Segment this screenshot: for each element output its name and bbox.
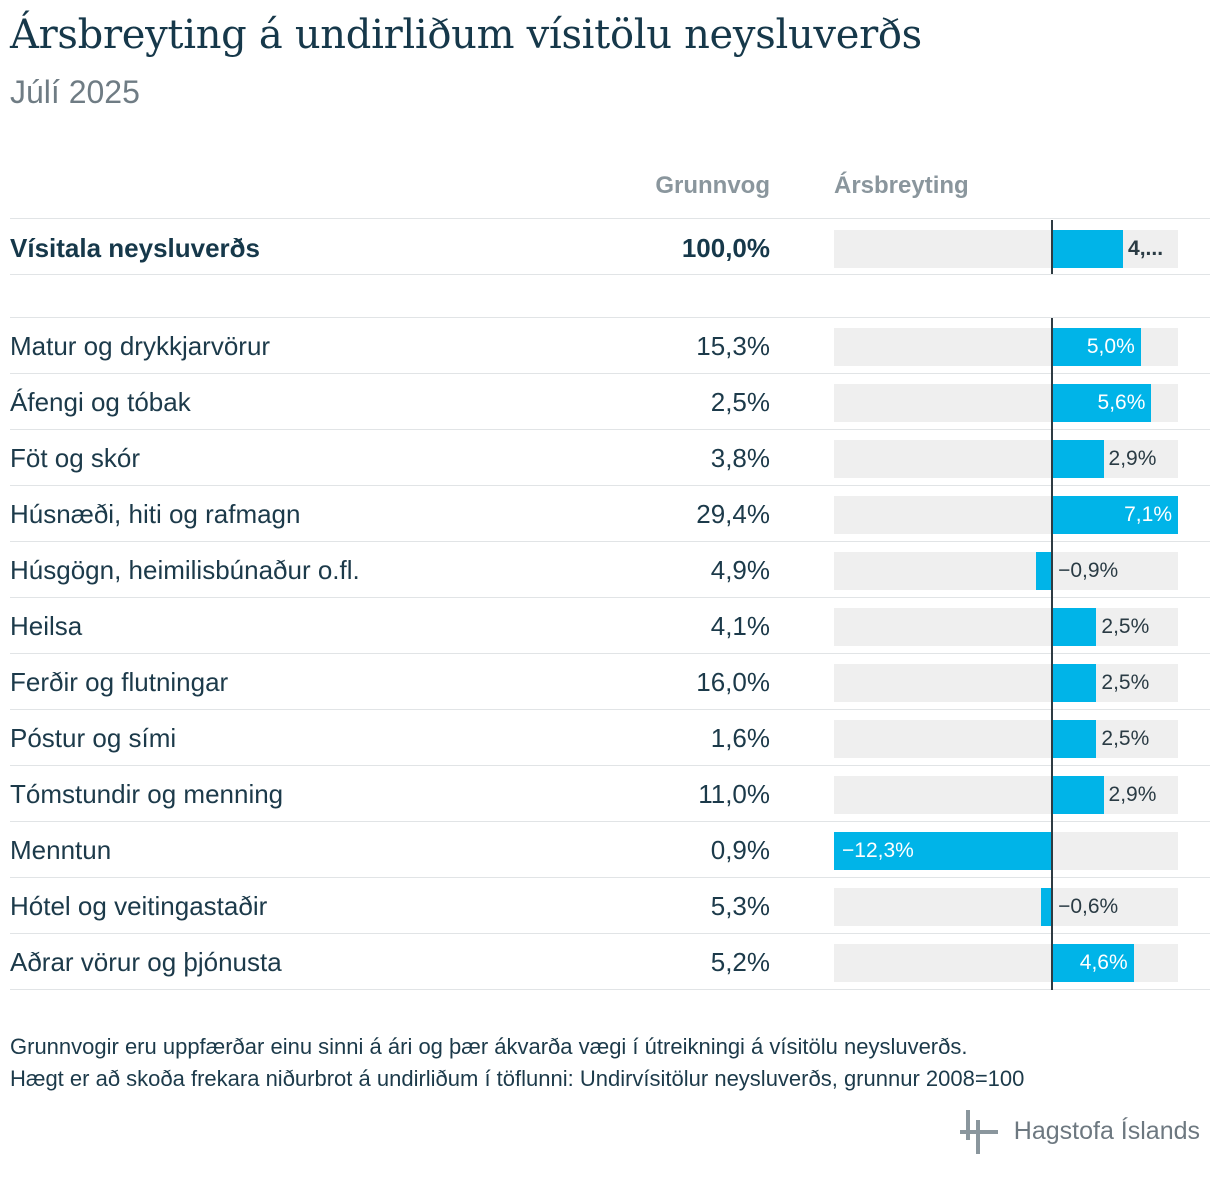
hagstofa-logo-icon	[959, 1110, 998, 1154]
bar-track	[834, 664, 1178, 702]
category-label: Hótel og veitingastaðir	[10, 891, 268, 921]
change-bar	[1052, 720, 1097, 758]
row-divider	[10, 429, 1210, 430]
change-bar	[1052, 944, 1134, 982]
value-label: 4,6%	[1079, 951, 1128, 974]
zero-line	[1051, 220, 1054, 274]
row-divider	[10, 218, 1210, 219]
row-divider	[10, 597, 1210, 598]
weight-value: 1,6%	[710, 723, 770, 753]
change-bar	[834, 832, 1053, 870]
category-label: Föt og skór	[10, 443, 141, 473]
table-row: Heilsa 4,1%	[0, 598, 1220, 654]
weight-value: 4,1%	[710, 611, 770, 641]
change-bar	[1052, 608, 1097, 646]
value-label: 5,0%	[1086, 335, 1135, 358]
footnote-line-2: Hægt er að skoða frekara niðurbrot á und…	[10, 1066, 1025, 1091]
change-bar	[1052, 384, 1152, 422]
table-row: Húsgögn, heimilisbúnaður o.fl. 4,9%	[0, 542, 1220, 598]
change-bar	[1052, 664, 1097, 702]
logo: Hagstofa Íslands	[959, 1106, 1200, 1156]
category-label: Póstur og sími	[10, 723, 177, 753]
change-bar	[1052, 440, 1104, 478]
value-label: 5,6%	[1097, 391, 1146, 414]
category-label: Menntun	[10, 835, 112, 865]
bar-track	[834, 440, 1178, 478]
row-divider	[10, 877, 1210, 878]
category-label: Húsnæði, hiti og rafmagn	[10, 499, 301, 529]
weight-value: 16,0%	[696, 667, 770, 697]
value-label: 7,1%	[1124, 503, 1172, 526]
weight-value: 5,2%	[710, 947, 770, 977]
category-label: Áfengi og tóbak	[10, 387, 191, 417]
change-bar	[1041, 888, 1053, 926]
weight-value: 100,0%	[681, 233, 770, 263]
row-divider	[10, 274, 1210, 275]
zero-line	[1051, 318, 1054, 990]
weight-value: 0,9%	[710, 835, 770, 865]
bar-track	[834, 552, 1178, 590]
table-row: Föt og skór 3,8%	[0, 430, 1220, 486]
value-label: 2,9%	[1108, 447, 1157, 470]
table-row: Húsnæði, hiti og rafmagn 29,4%	[0, 486, 1220, 542]
weight-value: 11,0%	[698, 779, 770, 809]
category-label: Húsgögn, heimilisbúnaður o.fl.	[10, 555, 360, 585]
row-divider	[10, 989, 1210, 990]
category-label: Tómstundir og menning	[10, 779, 284, 809]
value-label: 2,5%	[1101, 727, 1150, 750]
bar-track	[834, 608, 1178, 646]
weight-value: 3,8%	[710, 443, 770, 473]
weight-value: 4,9%	[710, 555, 770, 585]
row-divider	[10, 541, 1210, 542]
category-label: Heilsa	[10, 611, 83, 641]
value-label: 2,5%	[1101, 671, 1150, 694]
category-label: Aðrar vörur og þjónusta	[10, 947, 282, 977]
weight-value: 2,5%	[710, 387, 770, 417]
bar-track	[834, 776, 1178, 814]
category-label: Matur og drykkjarvörur	[10, 331, 271, 361]
logo-text: Hagstofa Íslands	[1013, 1116, 1200, 1145]
bar-track	[834, 888, 1178, 926]
chart-title: Ársbreyting á undirliðum vísitölu neyslu…	[10, 12, 922, 58]
row-divider	[10, 317, 1210, 318]
table-row: Aðrar vörur og þjónusta 5,2%	[0, 934, 1220, 990]
row-divider	[10, 653, 1210, 654]
bar-track	[834, 720, 1178, 758]
bar-track	[834, 230, 1178, 268]
change-bar	[1052, 230, 1124, 268]
value-label: 2,9%	[1108, 783, 1157, 806]
category-label: Ferðir og flutningar	[10, 667, 229, 697]
value-label: −0,9%	[1058, 559, 1119, 582]
row-divider	[10, 485, 1210, 486]
column-header-weight: Grunnvog	[655, 172, 770, 199]
row-divider	[10, 933, 1210, 934]
weight-value: 15,3%	[696, 331, 770, 361]
row-divider	[10, 821, 1210, 822]
table-row: Hótel og veitingastaðir 5,3%	[0, 878, 1220, 934]
value-label: −12,3%	[842, 839, 914, 862]
footnote-line-1: Grunnvogir eru uppfærðar einu sinni á ár…	[10, 1034, 968, 1059]
table-row: Póstur og sími 1,6%	[0, 710, 1220, 766]
table-row: Ferðir og flutningar 16,0%	[0, 654, 1220, 710]
row-divider	[10, 373, 1210, 374]
table-row: Tómstundir og menning 11,0%	[0, 766, 1220, 822]
table-row: Matur og drykkjarvörur 15,3%	[0, 318, 1220, 374]
change-bar	[1052, 328, 1141, 366]
change-bar	[1036, 552, 1053, 590]
value-label: 2,5%	[1101, 615, 1150, 638]
table-row: Áfengi og tóbak 2,5%	[0, 374, 1220, 430]
row-divider	[10, 765, 1210, 766]
value-label: 4,...	[1128, 237, 1164, 260]
row-divider	[10, 709, 1210, 710]
chart-subtitle: Júlí 2025	[10, 74, 140, 110]
category-label: Vísitala neysluverðs	[10, 233, 261, 263]
total-row: Vísitala neysluverðs 100,0%	[0, 220, 1220, 276]
change-bar	[1052, 496, 1178, 534]
weight-value: 5,3%	[710, 891, 770, 921]
weight-value: 29,4%	[696, 499, 770, 529]
column-header-change: Ársbreyting	[834, 172, 969, 199]
change-bar	[1052, 776, 1104, 814]
value-label: −0,6%	[1058, 895, 1119, 918]
